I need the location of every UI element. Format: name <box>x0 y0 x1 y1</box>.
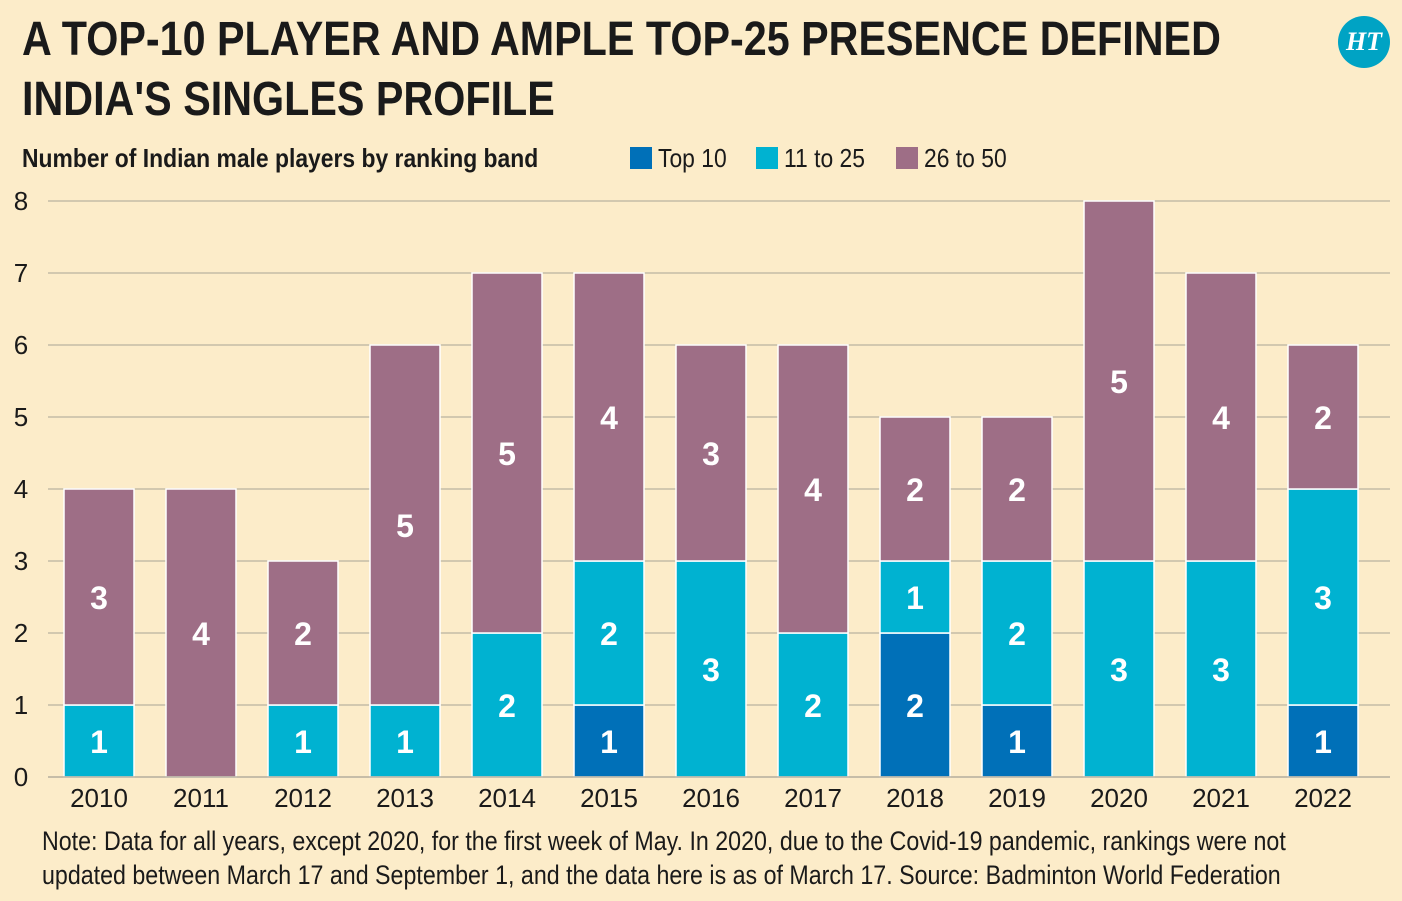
data-label-band11_25-2020: 3 <box>1110 652 1128 688</box>
y-tick-label: 3 <box>14 546 28 576</box>
bar-band26_50-2015 <box>573 272 645 562</box>
x-tick-label-2012: 2012 <box>274 783 332 813</box>
legend-label-26-to-50: 26 to 50 <box>924 142 1007 173</box>
x-tick-label-2019: 2019 <box>988 783 1046 813</box>
y-tick-label: 4 <box>14 474 28 504</box>
bar-top10-2022 <box>1287 704 1359 778</box>
bar-band26_50-2020 <box>1083 200 1155 562</box>
bar-top10-2019 <box>981 704 1053 778</box>
data-label-band26_50-2021: 4 <box>1212 400 1230 436</box>
bar-band26_50-2022 <box>1287 344 1359 490</box>
x-tick-label-2011: 2011 <box>173 783 229 813</box>
x-tick-label-2015: 2015 <box>580 783 638 813</box>
legend-swatch-26-to-50 <box>896 147 919 169</box>
data-label-band11_25-2010: 1 <box>90 724 108 760</box>
x-tick-label-2017: 2017 <box>784 783 842 813</box>
x-tick-label-2018: 2018 <box>886 783 944 813</box>
footnote: Note: Data for all years, except 2020, f… <box>42 824 1286 892</box>
legend-item-26-to-50: 26 to 50 <box>896 143 1018 174</box>
legend: Top 10 11 to 25 26 to 50 <box>630 143 1038 174</box>
data-label-band11_25-2017: 2 <box>804 688 822 724</box>
y-tick-label: 1 <box>14 690 28 720</box>
bar-band26_50-2012 <box>267 560 339 706</box>
data-label-band11_25-2013: 1 <box>396 724 414 760</box>
y-tick-label: 8 <box>14 186 28 216</box>
bar-band26_50-2016 <box>675 344 747 562</box>
chart-title-line-1: A TOP-10 PLAYER AND AMPLE TOP-25 PRESENC… <box>22 13 1221 66</box>
y-tick-label: 6 <box>14 330 28 360</box>
legend-label-top10: Top 10 <box>658 142 727 173</box>
data-label-band11_25-2016: 3 <box>702 652 720 688</box>
data-label-top10-2018: 2 <box>906 688 924 724</box>
data-label-band11_25-2015: 2 <box>600 616 618 652</box>
y-tick-label: 2 <box>14 618 28 648</box>
bar-band11_25-2017 <box>777 632 849 778</box>
x-tick-label-2022: 2022 <box>1294 783 1352 813</box>
bar-band11_25-2022 <box>1287 488 1359 706</box>
legend-label-11-to-25: 11 to 25 <box>784 142 866 173</box>
data-label-band26_50-2020: 5 <box>1110 364 1128 400</box>
bar-band11_25-2010 <box>63 704 135 778</box>
x-tick-label-2010: 2010 <box>70 783 128 813</box>
data-label-band26_50-2015: 4 <box>600 400 618 436</box>
chart-title-line-2: INDIA'S SINGLES PROFILE <box>22 73 555 126</box>
ht-logo: HT <box>1338 16 1390 68</box>
data-label-band26_50-2016: 3 <box>702 436 720 472</box>
data-label-band26_50-2010: 3 <box>90 580 108 616</box>
bar-band11_25-2020 <box>1083 560 1155 778</box>
legend-swatch-top10 <box>630 147 652 169</box>
data-label-top10-2022: 1 <box>1314 724 1332 760</box>
footnote-line-2: updated between March 17 and September 1… <box>42 860 1281 890</box>
bar-band26_50-2017 <box>777 344 849 634</box>
data-label-band11_25-2019: 2 <box>1008 616 1026 652</box>
legend-item-11-to-25: 11 to 25 <box>756 143 876 174</box>
bar-band11_25-2019 <box>981 560 1053 706</box>
subtitle-legend-row: Number of Indian male players by ranking… <box>22 140 1392 176</box>
x-tick-label-2021: 2021 <box>1192 783 1250 813</box>
x-tick-label-2013: 2013 <box>376 783 434 813</box>
data-label-band11_25-2022: 3 <box>1314 580 1332 616</box>
footnote-line-1: Note: Data for all years, except 2020, f… <box>42 826 1286 856</box>
x-tick-label-2016: 2016 <box>682 783 740 813</box>
bar-band26_50-2013 <box>369 344 441 706</box>
bar-band26_50-2014 <box>471 272 543 634</box>
data-label-band11_25-2018: 1 <box>906 580 924 616</box>
bar-band11_25-2021 <box>1185 560 1257 778</box>
bar-band26_50-2018 <box>879 416 951 562</box>
data-label-top10-2015: 1 <box>600 724 618 760</box>
data-label-band26_50-2013: 5 <box>396 508 414 544</box>
chart-title: A TOP-10 PLAYER AND AMPLE TOP-25 PRESENC… <box>22 10 1221 130</box>
y-tick-label: 0 <box>14 762 28 792</box>
bar-band11_25-2018 <box>879 560 951 634</box>
legend-item-top10: Top 10 <box>630 143 736 174</box>
data-label-band26_50-2017: 4 <box>804 472 822 508</box>
data-label-top10-2019: 1 <box>1008 724 1026 760</box>
bar-band11_25-2013 <box>369 704 441 778</box>
data-label-band11_25-2012: 1 <box>294 724 312 760</box>
data-label-band26_50-2018: 2 <box>906 472 924 508</box>
bar-top10-2018 <box>879 632 951 778</box>
x-tick-label-2014: 2014 <box>478 783 536 813</box>
data-label-band26_50-2012: 2 <box>294 616 312 652</box>
data-label-band11_25-2021: 3 <box>1212 652 1230 688</box>
bar-band26_50-2019 <box>981 416 1053 562</box>
bar-band26_50-2010 <box>63 488 135 706</box>
bar-band11_25-2014 <box>471 632 543 778</box>
data-label-band11_25-2014: 2 <box>498 688 516 724</box>
bar-band26_50-2021 <box>1185 272 1257 562</box>
data-label-band26_50-2011: 4 <box>192 616 210 652</box>
data-label-band26_50-2022: 2 <box>1314 400 1332 436</box>
bar-band11_25-2016 <box>675 560 747 778</box>
chart-subtitle: Number of Indian male players by ranking… <box>22 142 539 173</box>
y-tick-label: 5 <box>14 402 28 432</box>
x-tick-label-2020: 2020 <box>1090 783 1148 813</box>
stacked-bar-chart: 0 1 2 3 4 5 6 7 8 1 3 2010 4 2011 1 2 2012 1 5 2013 2 5 2014 1 2… <box>14 186 1390 813</box>
data-label-band26_50-2014: 5 <box>498 436 516 472</box>
y-tick-label: 7 <box>14 258 28 288</box>
data-label-band26_50-2019: 2 <box>1008 472 1026 508</box>
legend-swatch-11-to-25 <box>756 147 779 169</box>
